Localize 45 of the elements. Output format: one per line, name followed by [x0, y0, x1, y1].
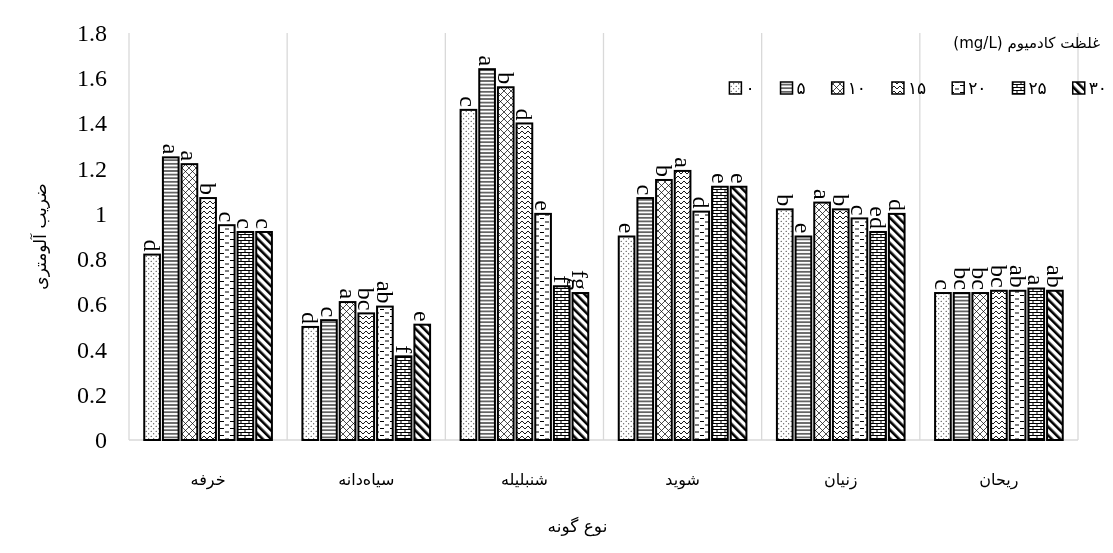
y-axis-title: ضریب آلومتری	[29, 183, 50, 290]
data-label: e	[790, 222, 817, 234]
data-label: b	[492, 72, 519, 85]
data-label: f	[390, 345, 417, 354]
x-tick-label: شنبلیله	[500, 469, 548, 489]
x-tick-label: سیاه‌دانه	[338, 469, 395, 489]
y-tick-label: 0.8	[77, 246, 107, 273]
data-label: ab	[1041, 265, 1068, 288]
y-tick-label: 0.4	[77, 336, 107, 363]
x-tick-label: ریحان	[979, 469, 1019, 490]
data-label: a	[474, 55, 501, 67]
legend-title: غلظت کادمیوم (mg/L)	[953, 34, 1101, 52]
data-label: d	[883, 198, 910, 211]
data-label: e	[613, 222, 640, 234]
legend-label: ۱۰	[847, 78, 866, 98]
legend-label: ۲۰	[968, 78, 987, 98]
data-label: c	[632, 184, 659, 196]
legend-label: ۲۵	[1028, 78, 1047, 98]
data-label: b	[771, 194, 798, 207]
data-label: e	[409, 311, 436, 322]
y-tick-label: 1.8	[77, 20, 107, 46]
data-label: e	[725, 173, 752, 184]
data-label: c	[455, 96, 482, 107]
data-label: b	[195, 183, 222, 196]
y-tick-label: 1.6	[77, 65, 107, 92]
data-label: d	[139, 239, 166, 252]
legend-label: ۳۰	[1088, 78, 1107, 98]
data-label: d	[688, 196, 715, 209]
x-axis-title: نوع گونه	[547, 516, 608, 537]
data-label: a	[176, 150, 203, 162]
x-tick-label: شوید	[665, 469, 700, 490]
x-tick-label: خرفه	[190, 469, 226, 490]
y-tick-label: 1.2	[77, 155, 107, 182]
data-label: d	[511, 108, 538, 121]
x-tick-label: زنیان	[823, 469, 858, 490]
y-tick-label: 0.6	[77, 291, 107, 318]
legend-label: ۰	[745, 78, 755, 98]
legend-label: ۱۵	[907, 78, 927, 98]
data-label: c	[315, 306, 342, 318]
y-tick-label: 1	[95, 200, 107, 227]
y-tick-label: 0	[95, 427, 107, 453]
y-tick-label: 0.2	[77, 381, 107, 408]
data-label: e	[530, 200, 557, 211]
legend-label: ۵	[796, 78, 806, 98]
y-tick-label: 1.4	[77, 110, 107, 137]
